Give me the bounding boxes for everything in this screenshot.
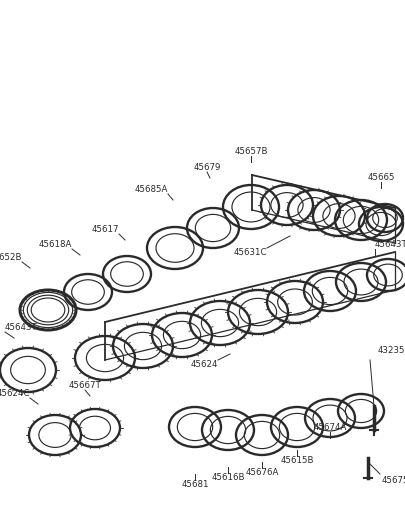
- Text: 45676A: 45676A: [245, 468, 279, 477]
- Text: 45643T: 45643T: [5, 323, 38, 332]
- Text: 45615B: 45615B: [280, 456, 314, 465]
- Text: 45665: 45665: [367, 173, 395, 182]
- Text: 45624C: 45624C: [0, 389, 30, 398]
- Text: 45675A: 45675A: [382, 476, 405, 485]
- Text: 45618A: 45618A: [38, 240, 72, 249]
- Text: 45679: 45679: [193, 163, 221, 172]
- Text: 45631C: 45631C: [234, 248, 267, 257]
- Text: 45624: 45624: [190, 360, 218, 369]
- Text: 45685A: 45685A: [134, 185, 168, 194]
- Text: 45674A: 45674A: [313, 423, 347, 432]
- Text: 45616B: 45616B: [211, 473, 245, 482]
- Text: 45643T: 45643T: [375, 240, 405, 249]
- Text: 45617: 45617: [92, 225, 119, 234]
- Text: 45652B: 45652B: [0, 253, 22, 262]
- Text: 45681: 45681: [181, 480, 209, 489]
- Text: 45667T: 45667T: [68, 381, 101, 390]
- Text: 45657B: 45657B: [234, 147, 268, 156]
- Text: 43235: 43235: [378, 346, 405, 355]
